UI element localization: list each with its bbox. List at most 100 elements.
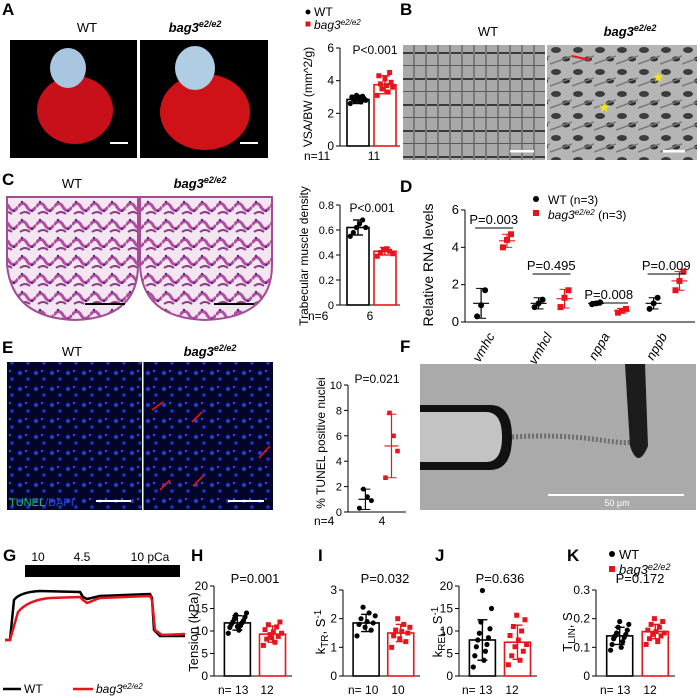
scale-bar (85, 303, 125, 305)
mut-histology-label: bag3e2/e2 (174, 175, 227, 191)
data-point-wt (475, 637, 481, 643)
data-point-mut (393, 627, 399, 633)
data-point-mut (522, 617, 528, 623)
y-axis-label-main: Relative RNA levels (420, 204, 436, 327)
data-point-mut (270, 629, 276, 635)
y-axis-label-sub: TR (320, 634, 331, 647)
data-point-wt (608, 647, 614, 653)
data-point-wt (623, 631, 629, 638)
mut-histology-image (139, 196, 273, 322)
data-point-wt (479, 587, 485, 594)
y-axis-label-main: T (560, 644, 575, 652)
legend-mut-label: bag3e2/e2 (314, 18, 361, 32)
n-label: n=11 (304, 149, 330, 163)
data-point-mut (269, 635, 275, 641)
chart-c: 0 0.2 0.4 0.6 0.8 Trabecular muscle density P<… (297, 186, 400, 326)
y-tick-label: 0.3 (573, 583, 590, 597)
data-point-wt (646, 305, 653, 312)
data-point-wt (481, 657, 487, 663)
scale-bar (214, 303, 254, 305)
y-axis-label-sup: -1 (430, 606, 441, 615)
data-point-wt (650, 300, 657, 307)
chart-d: 0 2 4 6 vmhc P=0.003 vmhcl P=0.495 nppa P=0.008 np… (420, 202, 695, 367)
data-point-wt (360, 486, 366, 492)
red-arrow (151, 401, 164, 411)
data-point-mut (387, 248, 393, 254)
pipette-right (625, 364, 648, 458)
data-point-wt (368, 498, 374, 504)
legend-wt-label: WT (314, 5, 333, 19)
y-axis-label-main: k (430, 650, 445, 657)
data-point-mut (384, 246, 390, 252)
data-point-wt (624, 627, 630, 633)
wt-tunel-image (7, 362, 142, 510)
wt-histology-label: WT (62, 176, 82, 191)
y-axis-label: kREL, S-1 (430, 606, 448, 657)
p-value-label: P=0.636 (476, 571, 525, 586)
data-point-mut (265, 622, 271, 628)
n-label: n=4 (314, 514, 335, 528)
y-tick-label: 0.4 (319, 250, 334, 262)
data-point-wt (234, 623, 240, 630)
data-point-wt (364, 494, 370, 500)
data-point-wt (360, 93, 366, 99)
p-value-label: P=0.003 (469, 212, 518, 227)
data-point-mut (672, 287, 679, 294)
data-point-wt (363, 224, 369, 231)
legend-wt-marker (533, 196, 539, 202)
y-axis-label-sup: -1 (313, 609, 324, 618)
y-tick-label: 0.6 (319, 225, 334, 237)
n-label: n= 13 (600, 683, 631, 697)
data-point-mut (519, 628, 525, 634)
n-label-2: 6 (367, 309, 374, 323)
data-point-mut (517, 657, 523, 663)
data-point-mut (661, 630, 667, 636)
y-axis-label-sub: LIN (567, 628, 578, 644)
data-point-wt (347, 100, 353, 107)
y-tick-label: 0.2 (319, 275, 334, 287)
y-tick-label: 2 (327, 106, 334, 120)
panel-k: K WT bag3e2/e2 n= 13 12 0 0.1 0.2 0.3 TLIN, … (560, 546, 675, 697)
data-point-wt (473, 644, 479, 650)
p-value-label: P=0.495 (527, 258, 576, 273)
legend-mut-label: bag3e2/e2 (n=3) (548, 208, 626, 222)
n-label: n= 10 (348, 683, 379, 697)
legend-mut-marker (609, 566, 615, 572)
data-point-mut (507, 633, 513, 638)
data-point-wt (242, 614, 248, 620)
panel-label-f: F (400, 337, 410, 356)
scale-bar (228, 500, 264, 502)
red-arrow (159, 479, 171, 491)
y-tick-label: 4 (327, 74, 334, 88)
data-point-mut (385, 89, 391, 95)
data-point-mut (267, 632, 273, 638)
data-point-mut (646, 636, 652, 642)
p-value-label: P<0.001 (352, 43, 397, 57)
data-point-wt (535, 300, 542, 307)
y-tick-label: 10 (330, 380, 342, 392)
y-tick-label: 0 (330, 669, 337, 683)
wt-heart-bulbus (50, 48, 86, 88)
p-value-label: P=0.032 (361, 571, 410, 586)
wt-heart-ventricle (37, 76, 113, 144)
data-point-mut (391, 633, 397, 639)
yellow-star: ★ (652, 69, 665, 85)
y-tick-label: 2 (452, 277, 459, 292)
y-axis-label-main: Tension (kPa) (186, 592, 201, 671)
data-point-mut (561, 294, 568, 301)
data-point-wt (356, 505, 362, 511)
data-point-wt (609, 641, 615, 648)
legend-wt-marker (609, 551, 615, 557)
mut-em-image (547, 45, 697, 160)
panel-i: I n= 10 10 0 1 2 3 kTR, S-1 P=0.032 (313, 546, 420, 697)
data-point-wt (617, 618, 623, 625)
y-tick-label: 5 (201, 647, 208, 661)
y-tick-label: 6 (336, 431, 342, 443)
p-value-label: P=0.008 (584, 287, 633, 302)
data-point-mut (510, 624, 516, 629)
wt-histology-image (6, 196, 139, 322)
data-point-mut (403, 639, 409, 645)
panel-e: E WT bag3e2/e2 TUNEL/DAPI n=4 4 0 2 4 6 8 10%… (2, 338, 406, 528)
